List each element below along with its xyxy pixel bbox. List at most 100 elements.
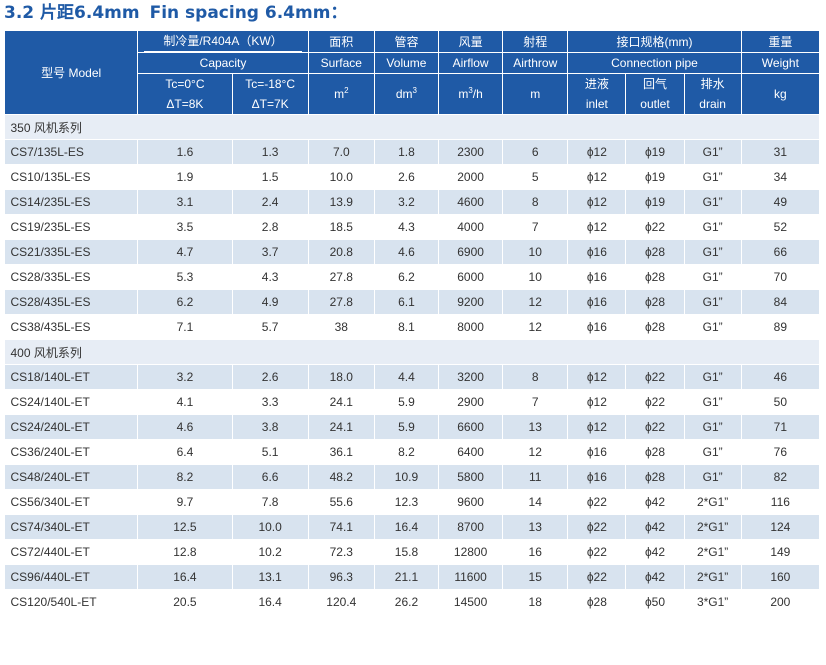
table-cell: 36.1 bbox=[308, 439, 375, 465]
table-cell: 2.6 bbox=[232, 364, 309, 390]
table-cell: 31 bbox=[741, 139, 821, 165]
model-cell: CS96/440L-ET bbox=[4, 564, 139, 590]
table-cell: ϕ28 bbox=[625, 439, 685, 465]
table-cell: 13.1 bbox=[232, 564, 309, 590]
table-cell: 4.7 bbox=[137, 239, 233, 265]
table-cell: 3.7 bbox=[232, 239, 309, 265]
table-cell: 2.4 bbox=[232, 189, 309, 215]
table-cell: 4.6 bbox=[374, 239, 440, 265]
table-cell: 2000 bbox=[438, 164, 504, 190]
table-cell: ϕ22 bbox=[625, 414, 685, 440]
table-cell: 18.5 bbox=[308, 214, 375, 240]
table-cell: 13 bbox=[502, 414, 569, 440]
table-cell: 24.1 bbox=[308, 389, 375, 415]
table-cell: ϕ16 bbox=[567, 239, 627, 265]
table-cell: G1” bbox=[684, 189, 742, 215]
table-cell: ϕ16 bbox=[567, 289, 627, 315]
table-cell: 6400 bbox=[438, 439, 504, 465]
table-cell: ϕ12 bbox=[567, 139, 627, 165]
table-cell: 2900 bbox=[438, 389, 504, 415]
table-cell: 149 bbox=[741, 539, 821, 565]
header-airthrow-en: Airthrow bbox=[502, 52, 569, 74]
table-row: CS120/540L-ET 20.5 16.4 120.4 26.2 14500 18 ϕ28… bbox=[4, 589, 821, 615]
table-cell: 14 bbox=[502, 489, 569, 515]
table-cell: ϕ12 bbox=[567, 364, 627, 390]
model-cell: CS21/335L-ES bbox=[4, 239, 139, 265]
table-row: CS28/335L-ES 5.3 4.3 27.8 6.2 6000 10 ϕ16 ϕ28 G1”… bbox=[4, 264, 821, 290]
table-cell: 4.6 bbox=[137, 414, 233, 440]
table-cell: ϕ16 bbox=[567, 314, 627, 340]
model-cell: CS48/240L-ET bbox=[4, 464, 139, 490]
table-cell: 10.2 bbox=[232, 539, 309, 565]
table-cell: 66 bbox=[741, 239, 821, 265]
table-cell: 124 bbox=[741, 514, 821, 540]
table-cell: 38 bbox=[308, 314, 375, 340]
table-cell: 15 bbox=[502, 564, 569, 590]
table-cell: 55.6 bbox=[308, 489, 375, 515]
table-cell: ϕ22 bbox=[567, 489, 627, 515]
group-label: 400 风机系列 bbox=[4, 339, 820, 365]
table-cell: G1” bbox=[684, 389, 742, 415]
table-cell: 10 bbox=[502, 239, 569, 265]
model-cell: CS28/335L-ES bbox=[4, 264, 139, 290]
table-cell: 3.2 bbox=[137, 364, 233, 390]
table-cell: ϕ28 bbox=[625, 314, 685, 340]
table-cell: ϕ19 bbox=[625, 139, 685, 165]
table-row: CS18/140L-ET 3.2 2.6 18.0 4.4 3200 8 ϕ12 ϕ22 G1” 4… bbox=[4, 364, 821, 390]
table-cell: 2.8 bbox=[232, 214, 309, 240]
table-cell: 3.2 bbox=[374, 189, 440, 215]
table-cell: ϕ12 bbox=[567, 389, 627, 415]
table-cell: 50 bbox=[741, 389, 821, 415]
table-cell: 1.8 bbox=[374, 139, 440, 165]
table-cell: 84 bbox=[741, 289, 821, 315]
table-header: 型号 Model 制冷量/R404A（KW） 面积 管容 风量 射程 接口规格(… bbox=[3, 30, 821, 115]
table-cell: 12 bbox=[502, 314, 569, 340]
model-cell: CS24/240L-ET bbox=[4, 414, 139, 440]
table-cell: 5.3 bbox=[137, 264, 233, 290]
model-cell: CS120/540L-ET bbox=[4, 589, 139, 615]
table-cell: 4000 bbox=[438, 214, 504, 240]
table-cell: 12.3 bbox=[374, 489, 440, 515]
table-cell: ϕ22 bbox=[625, 214, 685, 240]
table-cell: 89 bbox=[741, 314, 821, 340]
table-cell: 3.8 bbox=[232, 414, 309, 440]
table-cell: 6.2 bbox=[374, 264, 440, 290]
table-cell: 11600 bbox=[438, 564, 504, 590]
table-cell: 2.6 bbox=[374, 164, 440, 190]
table-cell: 160 bbox=[741, 564, 821, 590]
table-cell: 10 bbox=[502, 264, 569, 290]
header-conn-en: Connection pipe bbox=[567, 52, 742, 74]
table-cell: 76 bbox=[741, 439, 821, 465]
model-cell: CS28/435L-ES bbox=[4, 289, 139, 315]
table-cell: G1” bbox=[684, 264, 742, 290]
table-cell: 48.2 bbox=[308, 464, 375, 490]
table-cell: ϕ19 bbox=[625, 164, 685, 190]
header-drain: 排水 drain bbox=[683, 73, 742, 115]
table-cell: 6.6 bbox=[232, 464, 309, 490]
table-cell: 6.4 bbox=[137, 439, 233, 465]
table-cell: 3*G1” bbox=[684, 589, 742, 615]
table-cell: ϕ19 bbox=[625, 189, 685, 215]
table-cell: 5.9 bbox=[374, 414, 440, 440]
table-cell: 8.1 bbox=[374, 314, 440, 340]
table-cell: 3.1 bbox=[137, 189, 233, 215]
group-row: 400 风机系列 bbox=[4, 339, 820, 365]
table-cell: ϕ12 bbox=[567, 414, 627, 440]
table-cell: 24.1 bbox=[308, 414, 375, 440]
table-row: CS10/135L-ES 1.9 1.5 10.0 2.6 2000 5 ϕ12 ϕ19 G1” 3… bbox=[4, 164, 821, 190]
table-cell: 12.5 bbox=[137, 514, 233, 540]
header-volume-unit: dm3 bbox=[373, 73, 440, 115]
header-volume-en: Volume bbox=[373, 52, 440, 74]
header-model: 型号 Model bbox=[3, 30, 139, 115]
header-airflow-cn: 风量 bbox=[438, 30, 504, 53]
table-cell: 4.3 bbox=[374, 214, 440, 240]
table-cell: G1” bbox=[684, 214, 742, 240]
table-cell: 5.7 bbox=[232, 314, 309, 340]
group-row: 350 风机系列 bbox=[4, 114, 820, 140]
model-cell: CS14/235L-ES bbox=[4, 189, 139, 215]
table-cell: 2*G1” bbox=[684, 514, 742, 540]
table-cell: 4.3 bbox=[232, 264, 309, 290]
table-cell: 18.0 bbox=[308, 364, 375, 390]
table-cell: ϕ16 bbox=[567, 439, 627, 465]
table-cell: ϕ42 bbox=[625, 539, 685, 565]
